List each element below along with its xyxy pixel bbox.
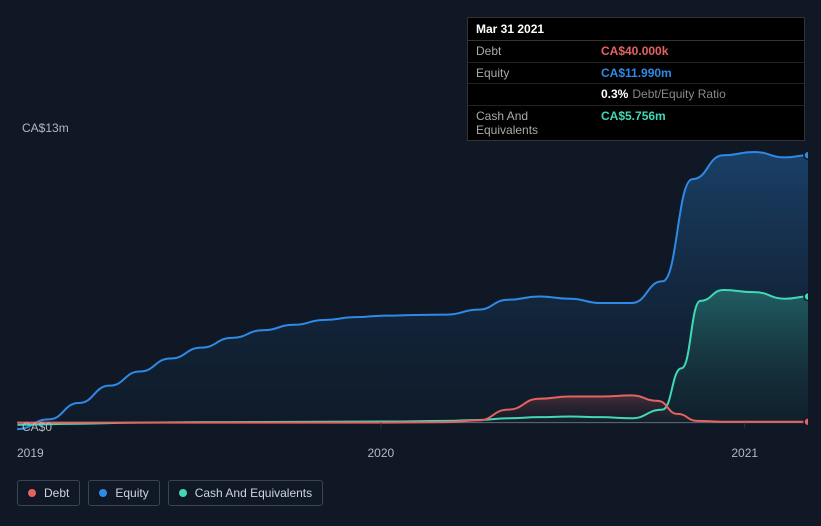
x-axis-label: 2020 bbox=[368, 446, 395, 460]
chart-svg[interactable] bbox=[17, 140, 808, 460]
tooltip-row: 0.3%Debt/Equity Ratio bbox=[468, 84, 804, 105]
legend-item-debt[interactable]: Debt bbox=[17, 480, 80, 506]
tooltip-date: Mar 31 2021 bbox=[468, 18, 804, 41]
legend-swatch bbox=[28, 489, 36, 497]
tooltip-label bbox=[468, 84, 593, 104]
x-axis: 2019 2020 2021 bbox=[17, 446, 808, 464]
legend-label: Cash And Equivalents bbox=[195, 486, 312, 500]
y-axis-zero-label: CA$0 bbox=[22, 420, 52, 434]
x-axis-label: 2021 bbox=[731, 446, 758, 460]
tooltip-row: Cash And EquivalentsCA$5.756m bbox=[468, 106, 804, 141]
tooltip-row: DebtCA$40.000k bbox=[468, 41, 804, 62]
tooltip-label: Cash And Equivalents bbox=[468, 106, 593, 141]
x-axis-label: 2019 bbox=[17, 446, 44, 460]
tooltip-body: DebtCA$40.000kEquityCA$11.990m0.3%Debt/E… bbox=[468, 41, 804, 140]
tooltip-value: 0.3%Debt/Equity Ratio bbox=[593, 84, 734, 104]
legend-item-equity[interactable]: Equity bbox=[88, 480, 159, 506]
tooltip: Mar 31 2021 DebtCA$40.000kEquityCA$11.99… bbox=[467, 17, 805, 141]
tooltip-label: Debt bbox=[468, 41, 593, 61]
legend-item-cash[interactable]: Cash And Equivalents bbox=[168, 480, 323, 506]
legend-label: Debt bbox=[44, 486, 69, 500]
tooltip-value: CA$5.756m bbox=[593, 106, 674, 141]
y-axis-top-label: CA$13m bbox=[22, 121, 69, 135]
tooltip-row: EquityCA$11.990m bbox=[468, 63, 804, 84]
tooltip-label: Equity bbox=[468, 63, 593, 83]
legend-label: Equity bbox=[115, 486, 148, 500]
tooltip-value: CA$40.000k bbox=[593, 41, 676, 61]
legend-swatch bbox=[99, 489, 107, 497]
tooltip-extra: Debt/Equity Ratio bbox=[632, 87, 725, 101]
legend: Debt Equity Cash And Equivalents bbox=[17, 480, 323, 506]
tooltip-value: CA$11.990m bbox=[593, 63, 680, 83]
legend-swatch bbox=[179, 489, 187, 497]
